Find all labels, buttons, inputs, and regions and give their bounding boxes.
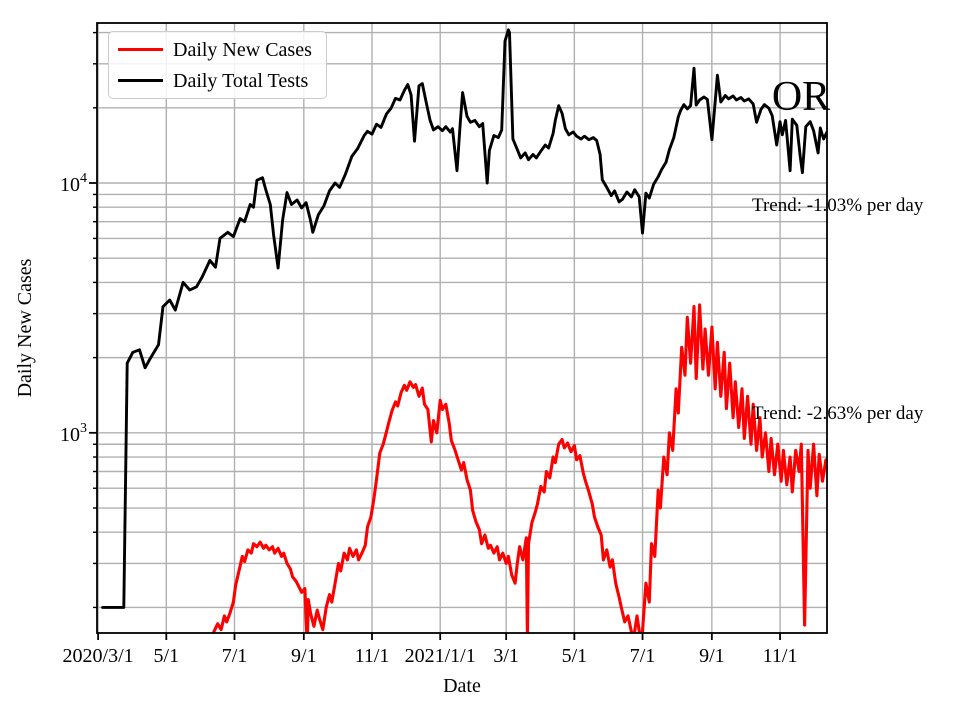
series-line-daily-total-tests <box>101 28 827 609</box>
trend-tests-annotation: Trend: -1.03% per day <box>752 195 924 216</box>
x-tick-label: 7/1 <box>630 645 656 667</box>
ytick-label-1e3: 103 <box>60 421 87 446</box>
x-tick-label: 11/1 <box>355 645 390 667</box>
x-axis-label: Date <box>443 675 481 697</box>
x-tick-label: 9/1 <box>291 645 317 667</box>
legend-line-sample-red <box>118 48 163 51</box>
legend-item-daily-new-cases: Daily New Cases <box>109 38 326 62</box>
x-tick-label: 2021/1/1 <box>405 645 476 667</box>
plot-border <box>96 22 828 634</box>
x-tick-label: 2020/3/1 <box>63 645 134 667</box>
y-axis-label: Daily New Cases <box>14 258 36 397</box>
trend-cases-annotation: Trend: -2.63% per day <box>752 403 924 424</box>
grid-lines <box>97 23 827 633</box>
x-tick-label: 9/1 <box>699 645 725 667</box>
axis-ticks: 2020/3/1 5/1 7/1 9/1 11/1 2021/1/1 3/1 5/1 7/1 9/… <box>63 31 798 667</box>
x-tick-label: 3/1 <box>493 645 519 667</box>
x-tick-label: 11/1 <box>763 645 798 667</box>
ytick-label-1e4: 104 <box>60 171 87 196</box>
legend-item-daily-total-tests: Daily Total Tests <box>109 69 326 93</box>
region-label-annotation: OR <box>772 74 830 120</box>
legend-line-sample-black <box>118 79 163 82</box>
legend-label: Daily New Cases <box>173 38 312 61</box>
x-tick-label: 5/1 <box>562 645 588 667</box>
series-line-daily-new-cases <box>211 303 827 633</box>
legend-label: Daily Total Tests <box>173 69 309 92</box>
x-tick-label: 5/1 <box>154 645 180 667</box>
legend: Daily New Cases Daily Total Tests <box>108 31 327 99</box>
series-lines <box>101 28 827 633</box>
x-tick-label: 7/1 <box>222 645 248 667</box>
